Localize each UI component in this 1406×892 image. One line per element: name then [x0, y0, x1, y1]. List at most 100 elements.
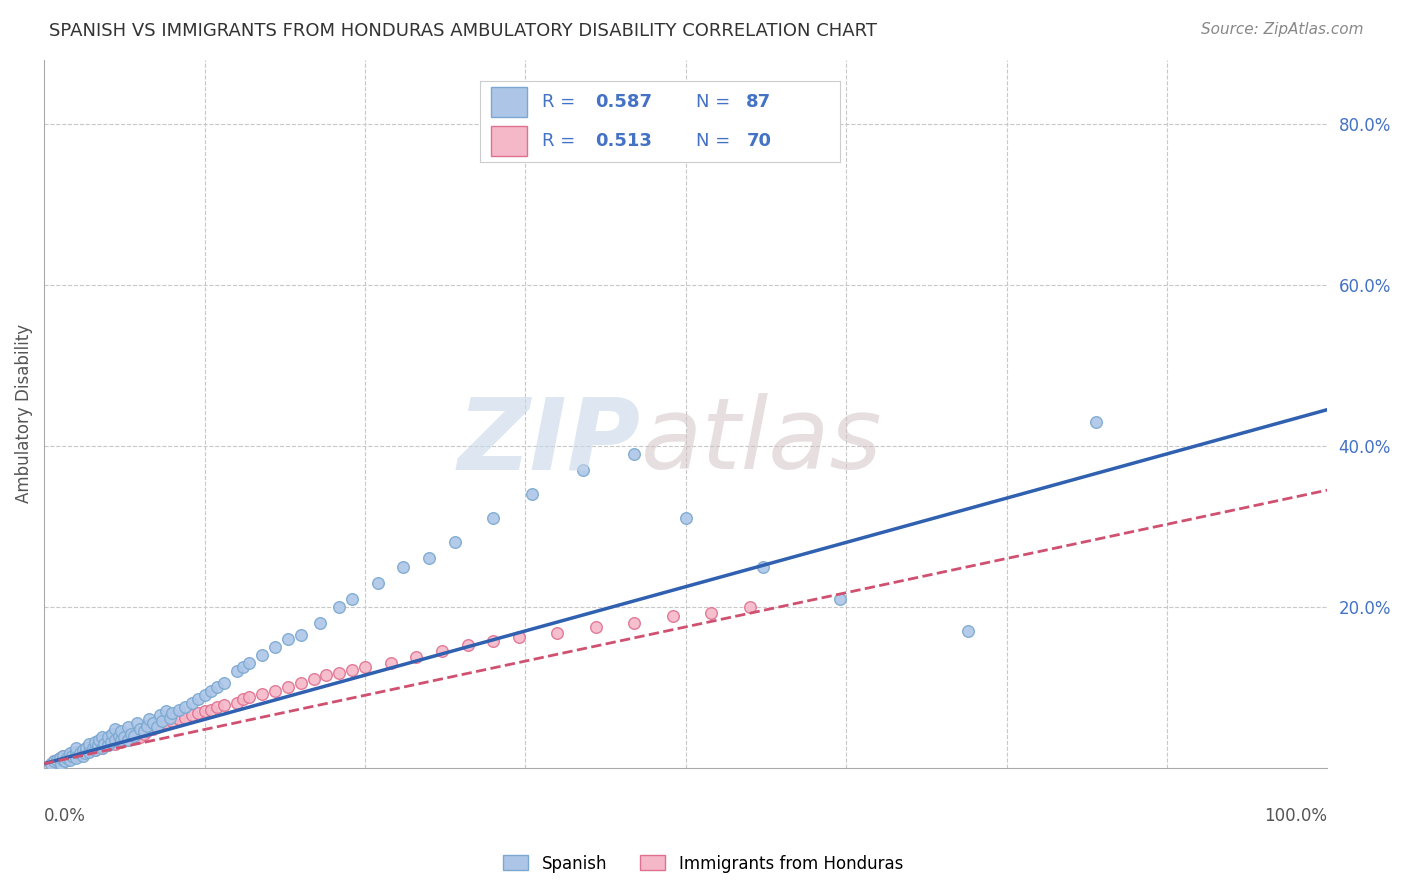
Point [443, 535, 465, 549]
Point [134, 727, 156, 741]
Point [125, 716, 148, 731]
Point [174, 711, 197, 725]
Point [585, 620, 607, 634]
Point [167, 703, 190, 717]
Point [142, 716, 165, 731]
Point [155, 716, 177, 731]
Y-axis label: Ambulatory Disability: Ambulatory Disability [15, 324, 32, 503]
Point [122, 729, 145, 743]
Point [180, 708, 202, 723]
Point [328, 665, 350, 680]
Point [97, 738, 120, 752]
Point [104, 737, 127, 751]
Point [1085, 415, 1108, 429]
Point [112, 730, 135, 744]
Point [167, 713, 190, 727]
Point [107, 732, 129, 747]
Point [84, 735, 107, 749]
Point [72, 743, 94, 757]
Point [65, 745, 87, 759]
Point [122, 730, 145, 744]
Point [135, 724, 157, 739]
Point [207, 680, 229, 694]
Point [309, 615, 332, 630]
Point [44, 754, 66, 768]
Point [120, 729, 142, 743]
Point [82, 740, 104, 755]
Point [134, 724, 156, 739]
Point [117, 732, 139, 747]
Point [367, 575, 389, 590]
Point [77, 745, 100, 759]
Legend: Spanish, Immigrants from Honduras: Spanish, Immigrants from Honduras [496, 848, 910, 880]
Point [65, 751, 87, 765]
Point [520, 487, 543, 501]
Point [100, 735, 122, 749]
Point [675, 511, 697, 525]
Point [49, 756, 72, 771]
Point [328, 599, 350, 614]
Point [48, 751, 70, 765]
Point [508, 631, 530, 645]
Point [90, 730, 112, 744]
Point [193, 705, 215, 719]
Point [110, 735, 132, 749]
Point [46, 753, 69, 767]
Point [225, 696, 247, 710]
Point [232, 692, 254, 706]
Point [174, 700, 197, 714]
Point [700, 606, 723, 620]
Point [200, 703, 222, 717]
Point [264, 640, 287, 654]
Point [89, 732, 111, 747]
Point [155, 705, 177, 719]
Point [340, 663, 363, 677]
Point [77, 743, 100, 757]
Point [72, 748, 94, 763]
Point [107, 729, 129, 743]
Point [302, 672, 325, 686]
Point [60, 748, 83, 763]
Point [75, 740, 97, 755]
Point [159, 711, 181, 725]
Point [277, 632, 299, 646]
Point [751, 559, 773, 574]
Text: 0.0%: 0.0% [44, 806, 86, 824]
Point [187, 692, 209, 706]
Point [52, 753, 75, 767]
Point [77, 737, 100, 751]
Point [546, 625, 568, 640]
Point [957, 624, 980, 638]
Point [138, 713, 160, 727]
Point [380, 656, 402, 670]
Point [212, 676, 235, 690]
Point [662, 609, 685, 624]
Point [53, 754, 76, 768]
Point [39, 756, 62, 771]
Point [252, 687, 274, 701]
Point [44, 754, 66, 768]
Point [142, 722, 165, 736]
Point [117, 721, 139, 735]
Point [90, 740, 112, 755]
Point [56, 751, 79, 765]
Point [69, 746, 91, 760]
Point [69, 746, 91, 760]
Point [117, 732, 139, 747]
Point [129, 730, 152, 744]
Point [150, 714, 173, 728]
Point [75, 740, 97, 755]
Point [482, 511, 505, 525]
Text: ZIP: ZIP [458, 393, 641, 491]
Point [104, 722, 127, 736]
Point [623, 447, 645, 461]
Point [100, 735, 122, 749]
Point [418, 551, 440, 566]
Point [738, 599, 761, 614]
Point [277, 680, 299, 694]
Point [135, 719, 157, 733]
Point [112, 730, 135, 744]
Point [572, 463, 595, 477]
Point [149, 719, 172, 733]
Point [482, 633, 505, 648]
